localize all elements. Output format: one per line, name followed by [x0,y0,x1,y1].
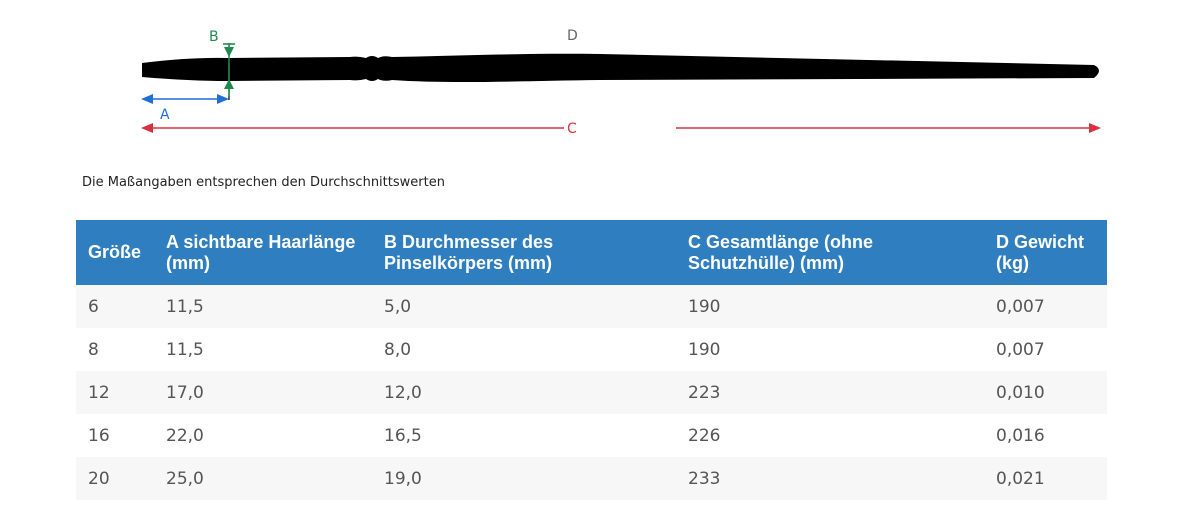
label-d: D [567,28,578,44]
cell-weight: 0,010 [996,382,1045,403]
label-c: C [567,121,577,137]
cell-total-length: 190 [688,296,721,317]
dimension-c: C [141,121,1101,137]
brush-diagram: A B C D [0,0,1187,160]
cell-size: 6 [88,296,99,317]
dimension-b: B [209,29,235,96]
brush-silhouette [142,53,1099,83]
cell-total-length: 190 [688,339,721,360]
label-b: B [209,29,219,45]
averages-note: Die Maßangaben entsprechen den Durchschn… [82,175,445,190]
table-row: 12 17,0 12,0 223 0,010 [76,371,1107,414]
cell-body-diameter: 16,5 [384,425,422,446]
cell-hair-length: 17,0 [166,382,204,403]
cell-total-length: 226 [688,425,721,446]
cell-body-diameter: 8,0 [384,339,412,360]
table-header-row: Größe A sichtbare Haarlänge (mm) B Durch… [76,220,1107,285]
dimensions-table: Größe A sichtbare Haarlänge (mm) B Durch… [76,220,1107,500]
cell-size: 20 [88,468,110,489]
table-row: 6 11,5 5,0 190 0,007 [76,285,1107,328]
cell-hair-length: 11,5 [166,296,204,317]
cell-hair-length: 25,0 [166,468,204,489]
cell-weight: 0,007 [996,296,1045,317]
cell-weight: 0,007 [996,339,1045,360]
cell-body-diameter: 12,0 [384,382,422,403]
cell-hair-length: 11,5 [166,339,204,360]
cell-size: 16 [88,425,110,446]
dimension-a: A [141,88,230,123]
cell-total-length: 233 [688,468,721,489]
header-hair-length: A sichtbare Haarlänge (mm) [166,231,356,273]
cell-body-diameter: 5,0 [384,296,412,317]
cell-size: 12 [88,382,110,403]
header-size: Größe [88,242,142,262]
header-weight: D Gewicht (kg) [996,231,1085,273]
cell-total-length: 223 [688,382,721,403]
table-row: 20 25,0 19,0 233 0,021 [76,457,1107,500]
table-row: 16 22,0 16,5 226 0,016 [76,414,1107,457]
table-row: 8 11,5 8,0 190 0,007 [76,328,1107,371]
brush-illustration: A B C D [141,28,1101,137]
cell-body-diameter: 19,0 [384,468,422,489]
label-a: A [160,107,170,123]
header-body-diameter: B Durchmesser des Pinselkörpers (mm) [384,231,554,273]
cell-weight: 0,021 [996,468,1045,489]
cell-size: 8 [88,339,99,360]
header-total-length: C Gesamtlänge (ohne Schutzhülle) (mm) [688,231,874,273]
cell-hair-length: 22,0 [166,425,204,446]
cell-weight: 0,016 [996,425,1045,446]
